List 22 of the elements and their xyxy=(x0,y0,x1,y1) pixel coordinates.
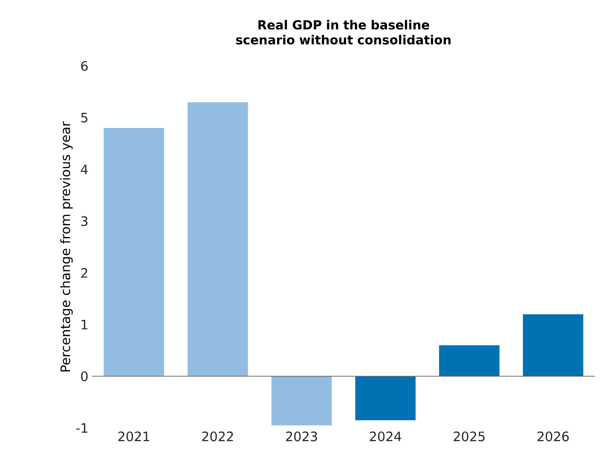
y-tick-label: 4 xyxy=(80,164,88,174)
bar xyxy=(355,376,416,420)
y-axis-title: Percentage change from previous year xyxy=(60,121,73,372)
x-tick-label: 2024 xyxy=(370,432,402,442)
bar xyxy=(522,314,584,376)
x-tick-label: 2023 xyxy=(286,432,318,442)
y-tick-label: -1 xyxy=(76,423,88,433)
y-tick-label: 3 xyxy=(81,216,88,226)
x-tick-label: 2026 xyxy=(538,432,569,442)
y-tick-label: 0 xyxy=(81,371,88,382)
y-tick-label: 5 xyxy=(81,112,88,123)
bar xyxy=(271,376,332,426)
bar xyxy=(188,102,248,376)
bar xyxy=(439,345,500,376)
bar xyxy=(104,128,164,376)
chart-title: Real GDP in the baseline scenario without consolidation xyxy=(236,20,451,44)
x-tick-label: 2025 xyxy=(454,432,485,442)
x-tick-label: 2021 xyxy=(118,432,150,442)
y-tick-label: 2 xyxy=(81,268,88,278)
x-tick-label: 2022 xyxy=(202,432,233,442)
y-tick-label: 6 xyxy=(81,61,88,71)
y-tick-label: 1 xyxy=(82,320,88,330)
